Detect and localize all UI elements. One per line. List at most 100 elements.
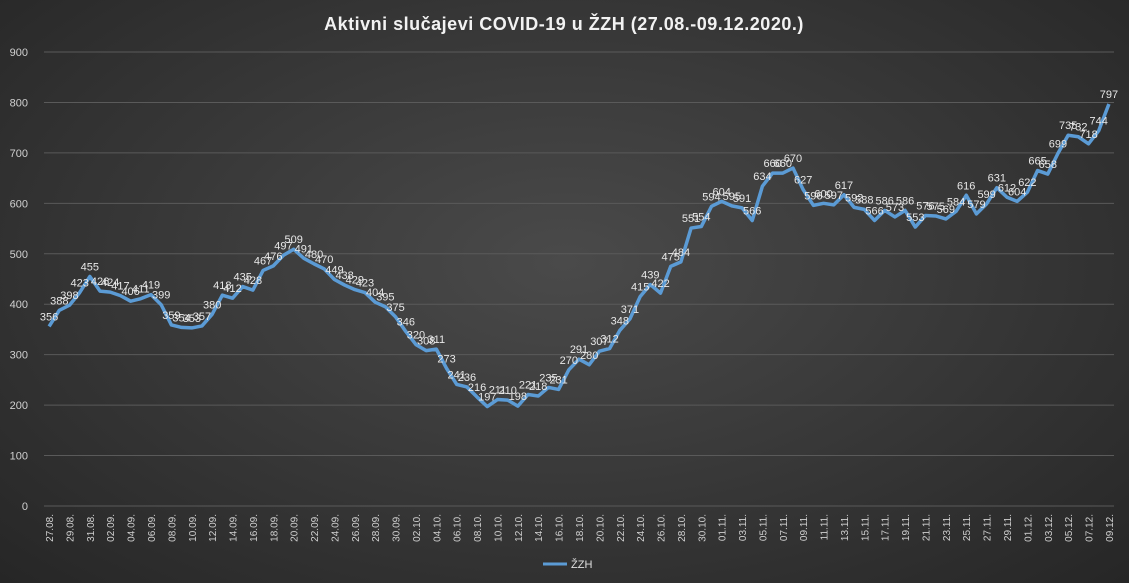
- x-tick-label: 09.12.: [1105, 514, 1116, 542]
- data-label: 569: [937, 204, 955, 216]
- x-tick-label: 02.09.: [106, 514, 117, 542]
- x-tick-label: 07.12.: [1085, 514, 1096, 542]
- x-tick-label: 06.10.: [453, 514, 464, 542]
- data-label: 584: [947, 196, 965, 208]
- data-label: 422: [651, 278, 669, 290]
- y-tick-label: 0: [22, 501, 28, 513]
- data-label: 356: [40, 311, 58, 323]
- x-tick-label: 30.10.: [697, 514, 708, 542]
- data-label: 291: [570, 344, 588, 356]
- data-label: 357: [193, 311, 211, 323]
- x-tick-label: 22.09.: [310, 514, 321, 542]
- x-tick-label: 16.09.: [249, 514, 260, 542]
- data-label: 423: [70, 278, 88, 290]
- data-label: 475: [662, 251, 680, 263]
- data-label: 270: [560, 355, 578, 367]
- data-label: 429: [346, 275, 364, 287]
- x-tick-label: 14.09.: [229, 514, 240, 542]
- x-tick-label: 10.10.: [493, 514, 504, 542]
- data-label: 622: [1018, 177, 1036, 189]
- data-label: 612: [998, 182, 1016, 194]
- data-label: 670: [784, 153, 802, 165]
- data-label: 404: [366, 287, 384, 299]
- data-label: 415: [631, 282, 649, 294]
- x-tick-label: 12.09.: [208, 514, 219, 542]
- data-label: 467: [254, 255, 272, 267]
- data-label: 573: [886, 202, 904, 214]
- x-tick-label: 07.11.: [779, 514, 790, 541]
- data-label: 320: [407, 330, 425, 342]
- x-tick-label: 09.11.: [799, 514, 810, 541]
- y-tick-label: 700: [10, 148, 28, 160]
- data-label: 353: [183, 313, 201, 325]
- data-label: 634: [753, 171, 771, 183]
- data-label: 438: [335, 270, 353, 282]
- x-tick-label: 01.11.: [718, 514, 729, 541]
- data-label: 660: [774, 158, 792, 170]
- data-label: 455: [81, 261, 99, 273]
- x-tick-label: 27.11.: [983, 514, 994, 541]
- data-label: 588: [855, 194, 873, 206]
- data-label: 406: [121, 286, 139, 298]
- x-tick-label: 08.09.: [167, 514, 178, 542]
- data-label: 388: [50, 295, 68, 307]
- x-tick-label: 04.10.: [432, 514, 443, 542]
- y-tick-label: 800: [10, 97, 28, 109]
- y-axis-ticks: 0 100 200 300 400 500 600 700 800 900: [10, 47, 28, 513]
- data-label: 236: [458, 372, 476, 384]
- x-tick-label: 26.09.: [351, 514, 362, 542]
- data-label: 586: [876, 195, 894, 207]
- x-tick-label: 12.10.: [514, 514, 525, 542]
- data-label: 596: [804, 190, 822, 202]
- data-label: 418: [213, 280, 231, 292]
- data-label: 424: [101, 277, 119, 289]
- data-label: 419: [142, 280, 160, 292]
- data-label: 308: [417, 336, 435, 348]
- data-label: 797: [1100, 89, 1118, 101]
- data-label: 211: [489, 385, 507, 397]
- data-label: 597: [825, 190, 843, 202]
- data-label: 426: [91, 276, 109, 288]
- x-tick-label: 27.08.: [45, 514, 56, 542]
- data-labels: 3563883984234554264244174064114193993593…: [40, 89, 1118, 404]
- x-tick-label: 18.10.: [575, 514, 586, 542]
- data-label: 241: [448, 369, 466, 381]
- data-label: 566: [743, 205, 761, 217]
- data-label: 439: [641, 270, 659, 282]
- data-label: 600: [814, 188, 832, 200]
- data-label: 359: [162, 310, 180, 322]
- x-tick-label: 22.10.: [616, 514, 627, 542]
- data-label: 735: [1059, 120, 1077, 132]
- data-label: 311: [428, 334, 446, 346]
- y-tick-label: 500: [10, 249, 28, 261]
- x-tick-label: 17.11.: [881, 514, 892, 541]
- data-label: 398: [60, 290, 78, 302]
- data-label: 665: [1028, 156, 1046, 168]
- data-label: 579: [967, 199, 985, 211]
- x-tick-label: 11.11.: [820, 514, 831, 540]
- data-label: 744: [1090, 116, 1108, 128]
- data-label: 380: [203, 299, 221, 311]
- y-tick-label: 100: [10, 451, 28, 463]
- x-tick-label: 15.11.: [860, 514, 871, 541]
- x-tick-label: 19.11.: [901, 514, 912, 541]
- y-tick-label: 900: [10, 47, 28, 59]
- data-label: 411: [132, 284, 150, 296]
- x-tick-label: 25.11.: [962, 514, 973, 541]
- data-label: 599: [977, 189, 995, 201]
- data-label: 216: [468, 382, 486, 394]
- data-label: 604: [1008, 186, 1026, 198]
- legend-label: ŽZH: [571, 558, 592, 571]
- data-label: 509: [284, 234, 302, 246]
- chart-title: Aktivni slučajevi COVID-19 u ŽZH (27.08.…: [324, 13, 804, 34]
- data-label: 554: [692, 212, 710, 224]
- data-label: 660: [763, 158, 781, 170]
- data-label: 591: [733, 193, 751, 205]
- data-label: 218: [529, 381, 547, 393]
- data-label: 312: [600, 334, 618, 346]
- x-tick-label: 01.12.: [1023, 514, 1034, 542]
- x-tick-label: 13.11.: [840, 514, 851, 541]
- x-tick-label: 03.12.: [1044, 514, 1055, 542]
- data-label: 435: [234, 272, 252, 284]
